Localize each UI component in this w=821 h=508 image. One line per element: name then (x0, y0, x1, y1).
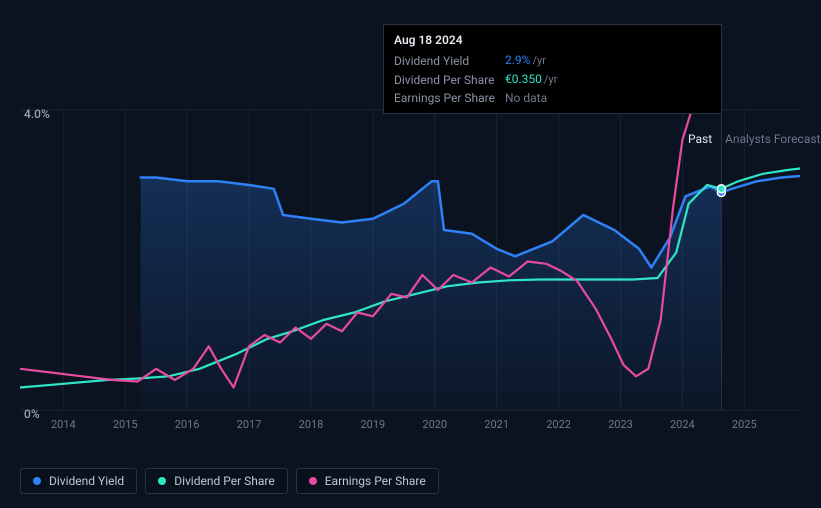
legend-dot-icon (33, 477, 41, 485)
svg-text:2016: 2016 (175, 418, 200, 431)
legend-dot-icon (158, 477, 166, 485)
tooltip-row-label: Dividend Yield (394, 51, 505, 70)
svg-text:2018: 2018 (299, 418, 324, 431)
legend-dot-icon (309, 477, 317, 485)
svg-text:2019: 2019 (360, 418, 385, 431)
tooltip-row: Dividend Yield 2.9%/yr (394, 51, 711, 70)
svg-text:2014: 2014 (51, 418, 76, 431)
svg-text:2022: 2022 (546, 418, 571, 431)
tooltip-row: Earnings Per Share No data (394, 89, 711, 107)
chart-legend: Dividend Yield Dividend Per Share Earnin… (20, 468, 439, 494)
tooltip-table: Dividend Yield 2.9%/yr Dividend Per Shar… (394, 51, 711, 107)
svg-text:2021: 2021 (484, 418, 509, 431)
legend-label: Dividend Yield (49, 474, 124, 488)
past-label: Past (688, 132, 712, 146)
svg-text:2015: 2015 (113, 418, 138, 431)
tooltip-row-value: €0.350/yr (505, 70, 711, 89)
tooltip-date: Aug 18 2024 (394, 31, 711, 49)
forecast-label: Analysts Forecast (725, 132, 820, 146)
legend-item-earnings-per-share[interactable]: Earnings Per Share (296, 468, 439, 494)
tooltip-row-label: Dividend Per Share (394, 70, 505, 89)
tooltip-row-value: 2.9%/yr (505, 51, 711, 70)
chart-tooltip: Aug 18 2024 Dividend Yield 2.9%/yr Divid… (383, 24, 722, 114)
y-tick-max: 4.0% (24, 107, 50, 121)
legend-label: Dividend Per Share (174, 474, 275, 488)
svg-text:2020: 2020 (422, 418, 447, 431)
tooltip-row-value: No data (505, 89, 711, 107)
tooltip-row: Dividend Per Share €0.350/yr (394, 70, 711, 89)
legend-item-dividend-yield[interactable]: Dividend Yield (20, 468, 137, 494)
svg-text:2023: 2023 (608, 418, 633, 431)
svg-text:2017: 2017 (237, 418, 262, 431)
svg-text:2024: 2024 (670, 418, 695, 431)
svg-text:2025: 2025 (732, 418, 757, 431)
legend-item-dividend-per-share[interactable]: Dividend Per Share (145, 468, 288, 494)
tooltip-row-label: Earnings Per Share (394, 89, 505, 107)
legend-label: Earnings Per Share (325, 474, 426, 488)
y-tick-min: 0% (24, 407, 40, 421)
